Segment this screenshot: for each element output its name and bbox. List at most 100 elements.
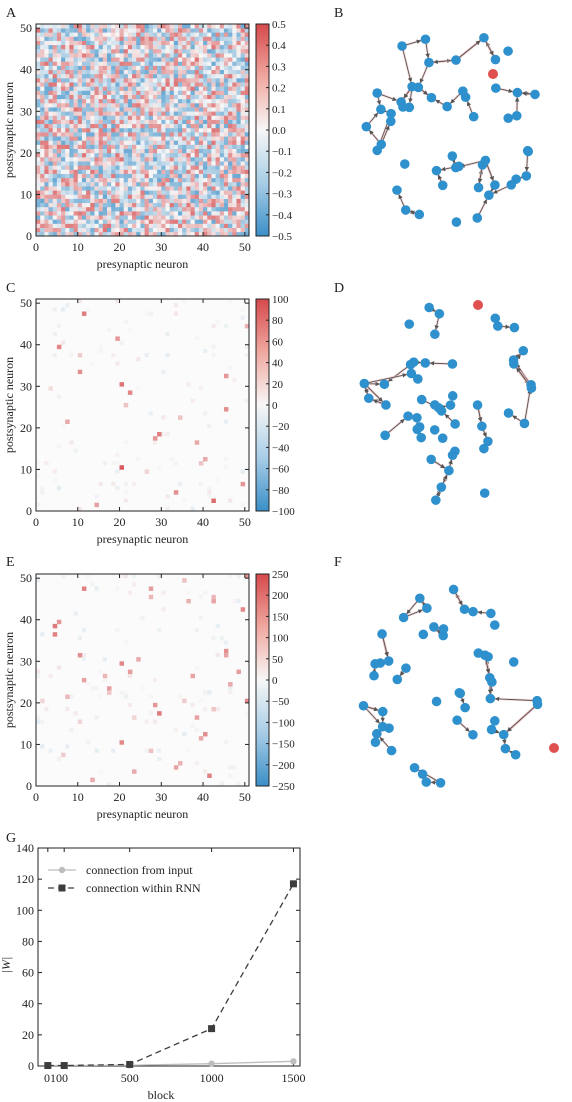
heatmap-cell (136, 24, 141, 29)
heatmap-cell (186, 48, 191, 54)
heatmap-cell (119, 98, 125, 104)
heatmap-cell (236, 53, 241, 58)
heatmap-cell (203, 161, 208, 166)
heatmap-cell (40, 140, 45, 145)
heatmap-cell (94, 586, 99, 591)
heatmap-cell (186, 144, 191, 150)
heatmap-cell (194, 111, 200, 116)
heatmap-cell (115, 53, 120, 58)
heatmap-cell (152, 198, 158, 204)
heatmap-cell (40, 136, 45, 141)
heatmap-cell (211, 144, 216, 150)
heatmap-cell (207, 136, 212, 141)
heatmap-cell (136, 53, 141, 58)
heatmap-cell (244, 223, 250, 228)
heatmap-cell (86, 211, 91, 216)
heatmap-cell (148, 586, 154, 591)
heatmap-cell (140, 198, 145, 204)
heatmap-cell (119, 78, 125, 83)
heatmap-cell (144, 748, 149, 753)
heatmap-cell (161, 132, 166, 137)
heatmap-cell (77, 123, 83, 129)
heatmap-cell (198, 219, 204, 224)
heatmap-cell (211, 323, 216, 329)
heatmap-cell (207, 132, 212, 137)
heatmap-cell (173, 231, 179, 237)
heatmap-cell (211, 231, 216, 237)
heatmap-cell (56, 40, 62, 46)
edge (433, 59, 453, 65)
heatmap-cell (40, 119, 45, 125)
edge (367, 706, 379, 712)
heatmap-cell (69, 181, 74, 187)
heatmap-cell (56, 111, 62, 116)
heatmap-cell (240, 186, 246, 191)
heatmap-cell (119, 181, 125, 187)
heatmap-cell (165, 94, 170, 100)
colorbar-tick-label: 0 (272, 675, 278, 687)
heatmap-cell (194, 140, 200, 145)
heatmap-cell (157, 198, 162, 204)
heatmap-cell (194, 336, 199, 341)
heatmap-cell (215, 186, 221, 191)
heatmap-cell (194, 727, 199, 732)
heatmap-cell (140, 90, 145, 95)
heatmap-cell (56, 123, 62, 129)
y-axis-label: |W| (0, 957, 13, 974)
heatmap-cell (44, 202, 49, 208)
heatmap-cell (178, 24, 183, 29)
heatmap-cell (240, 136, 246, 141)
heatmap-cell (211, 353, 216, 358)
heatmap-cell (127, 190, 133, 195)
heatmap-cell (123, 202, 129, 208)
heatmap-cell (173, 161, 179, 166)
heatmap-cell (161, 432, 166, 437)
heatmap-cell (169, 102, 175, 108)
heatmap-cell (77, 636, 82, 641)
heatmap-cell (215, 36, 221, 41)
heatmap-cell (52, 57, 58, 62)
heatmap-cell (140, 107, 145, 112)
graph-node (401, 663, 411, 673)
heatmap-cell (36, 181, 41, 187)
heatmap-cell (73, 102, 79, 108)
heatmap-cell (61, 169, 66, 174)
y-tick-label: 100 (16, 903, 34, 917)
heatmap-cell (94, 215, 99, 220)
heatmap-cell (94, 90, 99, 95)
heatmap-cell (127, 227, 133, 233)
heatmap-cell (186, 40, 191, 46)
heatmap-cell (240, 94, 246, 100)
heatmap-cell (203, 94, 208, 100)
heatmap-cell (123, 152, 129, 158)
heatmap-cell (219, 152, 225, 158)
heatmap-cell (219, 53, 225, 58)
heatmap-cell (169, 157, 175, 162)
heatmap-cell (232, 102, 237, 108)
heatmap-cell (69, 107, 74, 112)
heatmap-cell (244, 111, 250, 116)
heatmap-cell (182, 127, 187, 133)
graph-node (436, 482, 447, 492)
heatmap-cell (198, 148, 204, 154)
heatmap-cell (182, 211, 187, 216)
heatmap-cell (98, 669, 103, 674)
heatmap-cell (94, 57, 99, 62)
heatmap-cell (61, 231, 66, 237)
heatmap-cell (86, 119, 91, 125)
heatmap-cell (194, 127, 200, 133)
heatmap-cell (52, 219, 58, 224)
heatmap-cell (56, 73, 62, 79)
heatmap-cell (132, 198, 137, 204)
heatmap-cell (65, 98, 70, 104)
heatmap-cell (165, 211, 170, 216)
heatmap-cell (207, 115, 212, 120)
heatmap-cell (173, 48, 179, 54)
graph-node (468, 729, 478, 740)
heatmap-cell (198, 190, 204, 195)
heatmap-cell (61, 173, 66, 179)
heatmap-cell (198, 173, 204, 179)
heatmap-cell (107, 140, 112, 145)
heatmap-cell (219, 57, 225, 62)
heatmap-cell (219, 127, 225, 133)
